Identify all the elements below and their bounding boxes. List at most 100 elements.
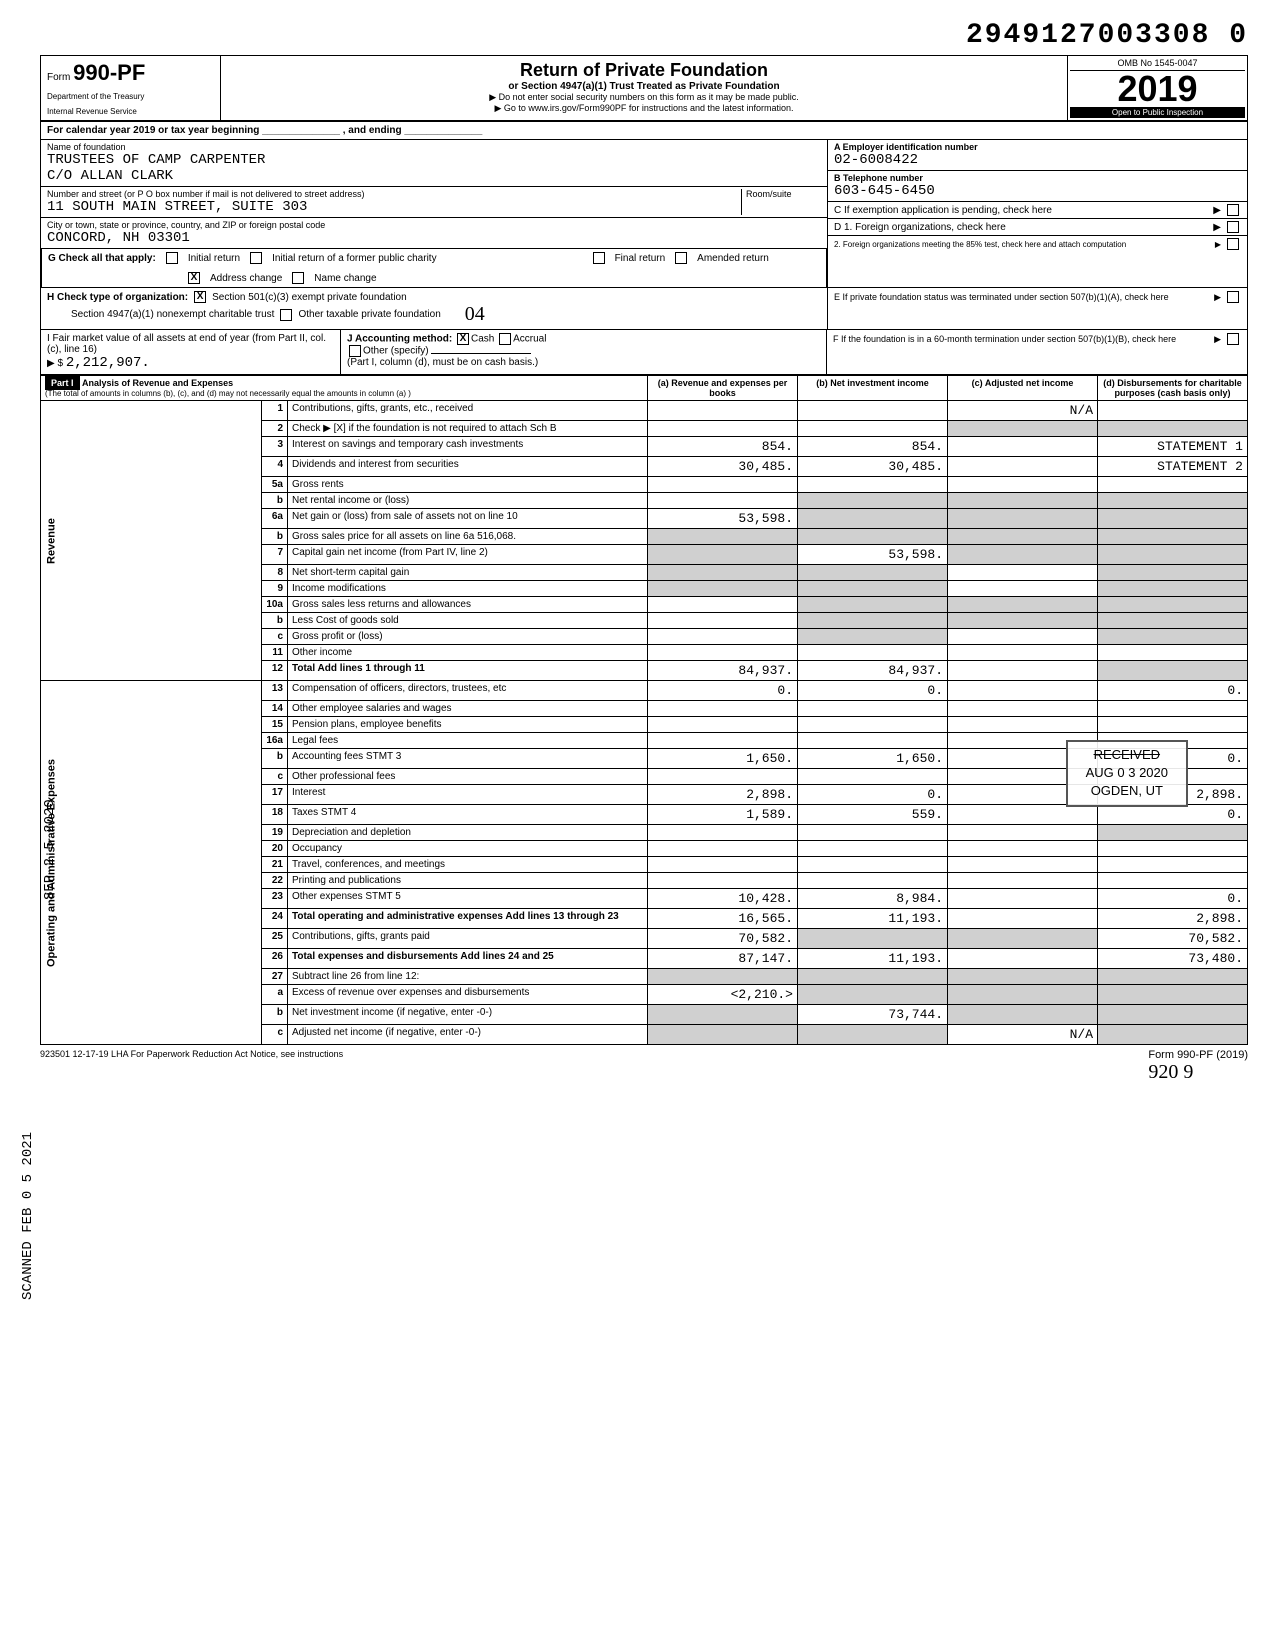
ein-label: A Employer identification number [834,142,1241,152]
footer-right: Form 990-PF (2019) [1148,1049,1248,1061]
line-number: 13 [262,681,288,701]
cell-a: 53,598. [648,509,798,529]
line-number: 27 [262,969,288,985]
cell-a: 854. [648,437,798,457]
dept-treasury: Department of the Treasury [47,92,214,101]
h-opt1: Section 501(c)(3) exempt private foundat… [212,292,407,303]
table-row: Operating and Administrative Expenses13C… [41,681,1248,701]
cell-b [798,985,948,1005]
opt-accrual: Accrual [513,334,546,345]
cell-b: 854. [798,437,948,457]
line-label: Net rental income or (loss) [288,493,648,509]
foundation-addr: 11 SOUTH MAIN STREET, SUITE 303 [47,199,741,215]
opt-final: Final return [615,253,666,264]
checkbox-former[interactable] [250,252,262,264]
city-label: City or town, state or province, country… [47,220,821,230]
room-label: Room/suite [746,189,821,199]
cell-b: 30,485. [798,457,948,477]
cell-b: 1,650. [798,749,948,769]
line-label: Gross sales price for all assets on line… [288,529,648,545]
line-label: Check ▶ [X] if the foundation is not req… [288,421,648,437]
checkbox-f[interactable] [1227,333,1239,345]
cell-a [648,733,798,749]
checkbox-amended[interactable] [675,252,687,264]
col-d-header: (d) Disbursements for charitable purpose… [1098,376,1248,401]
line-label: Capital gain net income (from Part IV, l… [288,545,648,565]
cell-b: 11,193. [798,949,948,969]
line-label: Interest on savings and temporary cash i… [288,437,648,457]
checkbox-d2[interactable] [1227,238,1239,250]
checkbox-initial[interactable] [166,252,178,264]
open-inspection: Open to Public Inspection [1070,107,1245,118]
cell-a: 1,650. [648,749,798,769]
checkbox-501c3[interactable]: X [194,291,206,303]
i-label: I Fair market value of all assets at end… [47,333,326,355]
checkbox-namechange[interactable] [292,272,304,284]
cell-c [948,949,1098,969]
table-row: Revenue1Contributions, gifts, grants, et… [41,401,1248,421]
cell-a [648,477,798,493]
checkbox-final[interactable] [593,252,605,264]
part1-sub: (The total of amounts in columns (b), (c… [45,389,411,398]
cell-a: 1,589. [648,805,798,825]
cell-c [948,645,1098,661]
cell-a [648,841,798,857]
line-label: Excess of revenue over expenses and disb… [288,985,648,1005]
line-label: Travel, conferences, and meetings [288,857,648,873]
cell-b [798,613,948,629]
checkbox-cash[interactable]: X [457,333,469,345]
checkbox-other[interactable] [349,345,361,357]
cell-a [648,717,798,733]
checkbox-c[interactable] [1227,204,1239,216]
line-number: 16a [262,733,288,749]
line-number: 26 [262,949,288,969]
line-number: a [262,985,288,1005]
cell-c [948,1005,1098,1025]
cell-d [1098,509,1248,529]
cell-d: 0. [1098,889,1248,909]
cell-b [798,565,948,581]
cell-d [1098,401,1248,421]
cell-c [948,701,1098,717]
cell-a [648,769,798,785]
cell-b [798,701,948,717]
cell-c [948,597,1098,613]
box-f: F If the foundation is in a 60-month ter… [833,334,1210,344]
calendar-year-line: For calendar year 2019 or tax year begin… [40,122,1248,140]
checkbox-e[interactable] [1227,291,1239,303]
checkbox-addrchange[interactable]: X [188,272,200,284]
cell-b [798,929,948,949]
phone-value: 603-645-6450 [834,183,1241,199]
cell-c [948,565,1098,581]
line-number: 24 [262,909,288,929]
cell-a: <2,210.> [648,985,798,1005]
cell-a [648,597,798,613]
name-label: Name of foundation [47,142,821,152]
cell-c: N/A [948,401,1098,421]
cell-a [648,529,798,545]
checkbox-accrual[interactable] [499,333,511,345]
form-number: Form 990-PF [47,60,214,86]
h-opt2: Section 4947(a)(1) nonexempt charitable … [71,309,274,320]
cell-d [1098,969,1248,985]
cell-a [648,825,798,841]
cell-b [798,493,948,509]
line-number: 11 [262,645,288,661]
received-stamp: RECEIVED AUG 0 3 2020 OGDEN, UT [1066,740,1188,807]
foundation-name2: C/O ALLAN CLARK [47,168,821,184]
line-number: 4 [262,457,288,477]
cell-c [948,889,1098,909]
cell-d: 73,480. [1098,949,1248,969]
checkbox-d1[interactable] [1227,221,1239,233]
line-label: Interest [288,785,648,805]
line-label: Compensation of officers, directors, tru… [288,681,648,701]
footer-hand: 920 9 [1148,1061,1193,1083]
cell-a [648,613,798,629]
box-d1: D 1. Foreign organizations, check here [834,222,1209,233]
addr-label: Number and street (or P O box number if … [47,189,741,199]
cell-a [648,545,798,565]
line-label: Total operating and administrative expen… [288,909,648,929]
stamp-date: AUG 0 3 2020 [1086,764,1168,782]
line-number: 10a [262,597,288,613]
checkbox-4947[interactable] [280,309,292,321]
